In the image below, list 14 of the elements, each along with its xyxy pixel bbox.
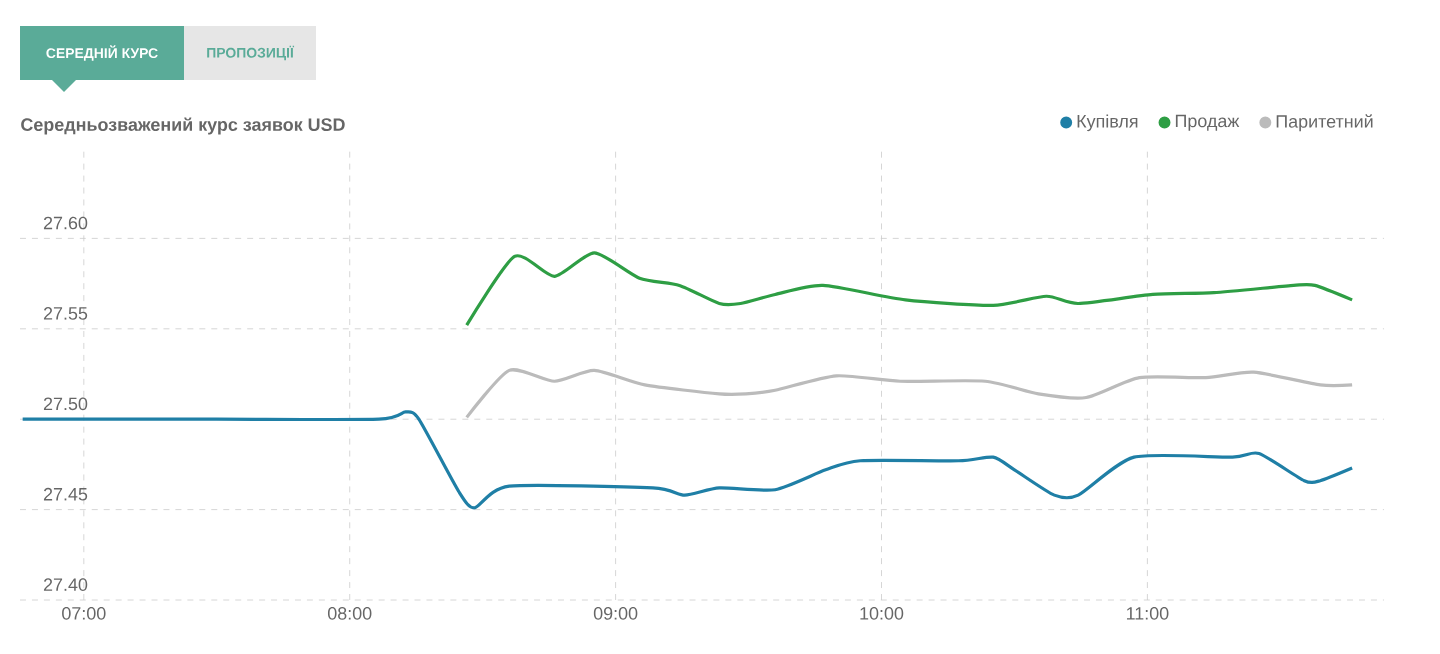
y-tick-label: 27.50: [43, 397, 88, 411]
legend-label: Паритетний: [1276, 114, 1373, 132]
x-tick-label: 08:00: [327, 607, 372, 620]
y-tick-label: 27.60: [43, 216, 88, 230]
x-tick-label: 10:00: [860, 607, 904, 620]
x-tick-label: 11:00: [1126, 607, 1169, 620]
y-tick-label: 27.55: [43, 307, 88, 320]
x-tick-label: 09:00: [593, 607, 638, 620]
legend-label: Продаж: [1175, 114, 1240, 131]
legend-label: Купівля: [1077, 114, 1138, 132]
y-tick-label: 27.45: [43, 487, 88, 501]
y-tick-label: 27.40: [43, 578, 88, 591]
x-tick-label: 07:00: [62, 607, 106, 620]
chart-title: Середньозважений курс заявок USD: [21, 117, 345, 135]
